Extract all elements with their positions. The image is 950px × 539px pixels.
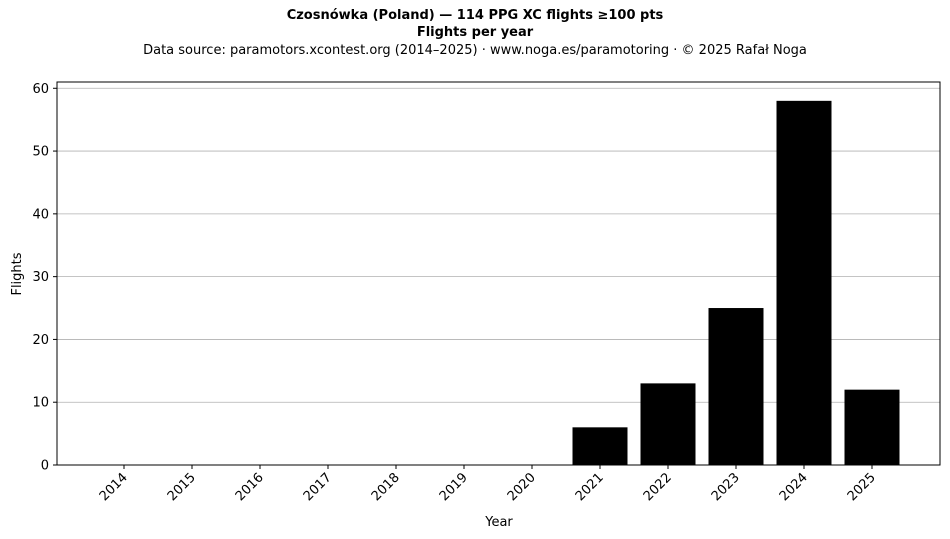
x-tick-label: 2022 (641, 470, 675, 504)
bars (572, 100, 900, 466)
x-tick-label: 2017 (301, 470, 335, 504)
y-tick-label: 30 (32, 270, 49, 285)
y-axis: 0 10 20 30 40 50 60 (32, 82, 57, 474)
bar-2021 (572, 427, 628, 465)
bar-2024 (776, 100, 832, 466)
x-tick-label: 2025 (845, 470, 879, 504)
x-axis: 2014 2015 2016 2017 2018 2019 2020 2021 2022 2023… (97, 465, 879, 504)
x-tick-label: 2015 (165, 470, 199, 504)
y-tick-label: 0 (41, 459, 49, 474)
y-tick-label: 20 (32, 333, 49, 348)
x-tick-label: 2019 (437, 470, 471, 504)
y-tick-label: 50 (32, 145, 49, 160)
x-tick-label: 2024 (777, 470, 811, 504)
x-tick-label: 2021 (573, 470, 607, 504)
x-tick-label: 2018 (369, 470, 403, 504)
bar-2022 (640, 383, 696, 465)
x-tick-label: 2020 (505, 470, 539, 504)
x-axis-label: Year (484, 515, 513, 530)
x-tick-label: 2014 (97, 470, 131, 504)
y-axis-label: Flights (10, 252, 25, 295)
chart-source-note: Data source: paramotors.xcontest.org (20… (143, 43, 807, 58)
bar-2023 (708, 308, 764, 465)
y-tick-label: 60 (32, 82, 49, 97)
plot-frame (56, 81, 941, 466)
bar-2025 (844, 389, 900, 465)
x-tick-label: 2016 (233, 470, 267, 504)
chart-subtitle: Flights per year (416, 25, 534, 40)
chart-title: Czosnówka (Poland) — 114 PPG XC flights … (286, 8, 664, 23)
y-tick-label: 40 (32, 207, 49, 222)
y-tick-label: 10 (32, 396, 49, 411)
x-tick-label: 2023 (709, 470, 743, 504)
